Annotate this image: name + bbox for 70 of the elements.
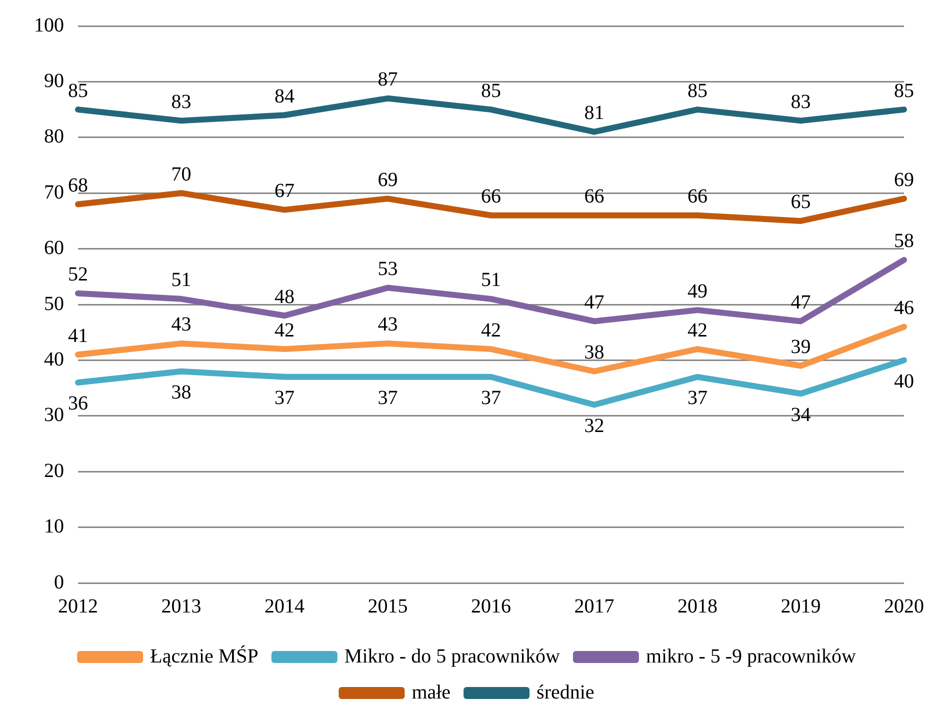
- data-label: 84: [274, 85, 294, 108]
- data-label: 32: [584, 415, 604, 438]
- data-label: 58: [894, 230, 914, 252]
- y-tick-label: 70: [44, 181, 64, 204]
- data-label: 66: [481, 186, 501, 208]
- data-label: 48: [274, 286, 294, 308]
- data-label: 36: [68, 392, 88, 415]
- data-label: 68: [68, 174, 88, 196]
- x-tick-label: 2020: [884, 595, 924, 618]
- data-label: 43: [378, 314, 398, 336]
- data-label: 67: [274, 180, 294, 202]
- y-tick-label: 10: [44, 516, 64, 538]
- data-label: 87: [378, 68, 398, 91]
- data-label: 38: [584, 342, 604, 364]
- data-label: 39: [790, 336, 811, 358]
- y-tick-label: 20: [44, 460, 64, 482]
- y-tick-label: 60: [44, 237, 64, 260]
- data-label: 66: [584, 186, 604, 208]
- y-tick-label: 50: [44, 292, 64, 315]
- y-tick-label: 0: [54, 571, 64, 594]
- data-label: 34: [790, 404, 811, 426]
- data-label: 47: [790, 291, 811, 314]
- data-label: 40: [894, 370, 914, 392]
- y-tick-label: 30: [44, 404, 64, 426]
- data-label: 42: [481, 319, 501, 342]
- data-label: 46: [894, 297, 914, 320]
- data-label: 37: [274, 387, 294, 410]
- y-tick-label: 40: [44, 348, 64, 370]
- data-label: 42: [274, 319, 294, 342]
- data-label: 83: [790, 90, 811, 113]
- legend-label: Łącznie MŚP: [150, 644, 258, 668]
- y-tick-label: 90: [44, 70, 64, 92]
- data-label: 43: [171, 314, 192, 336]
- data-label: 53: [378, 258, 398, 280]
- data-label: 37: [481, 387, 501, 410]
- x-tick-label: 2019: [780, 595, 821, 618]
- data-label: 69: [894, 168, 914, 191]
- data-label: 38: [171, 382, 192, 404]
- data-label: 81: [584, 102, 604, 124]
- x-tick-label: 2017: [574, 595, 614, 618]
- data-label: 69: [378, 168, 398, 191]
- data-label: 85: [894, 80, 914, 102]
- x-tick-label: 2015: [368, 595, 408, 618]
- x-tick-label: 2018: [678, 595, 718, 618]
- data-label: 85: [481, 80, 501, 102]
- legend-label: mikro - 5 -9 pracowników: [646, 645, 856, 668]
- data-label: 70: [171, 163, 192, 186]
- data-label: 42: [688, 319, 708, 342]
- data-label: 52: [68, 264, 88, 286]
- data-label: 51: [171, 269, 192, 292]
- legend-label: małe: [412, 681, 451, 704]
- x-tick-label: 2014: [264, 595, 304, 618]
- data-label: 65: [790, 191, 811, 214]
- data-label: 47: [584, 291, 604, 314]
- legend-label: średnie: [536, 681, 594, 704]
- x-tick-label: 2012: [58, 595, 98, 618]
- data-label: 85: [688, 80, 708, 102]
- data-label: 66: [688, 186, 708, 208]
- x-tick-label: 2016: [471, 595, 511, 618]
- data-label: 51: [481, 269, 501, 292]
- legend-label: Mikro - do 5 pracowników: [344, 645, 560, 668]
- data-label: 49: [688, 280, 708, 302]
- data-label: 85: [68, 80, 88, 102]
- data-label: 41: [68, 324, 88, 347]
- x-tick-label: 2013: [161, 595, 202, 618]
- data-label: 83: [171, 90, 192, 113]
- data-label: 37: [688, 387, 708, 410]
- data-label: 37: [378, 387, 398, 410]
- y-tick-label: 80: [44, 126, 64, 148]
- y-tick-label: 100: [34, 14, 64, 36]
